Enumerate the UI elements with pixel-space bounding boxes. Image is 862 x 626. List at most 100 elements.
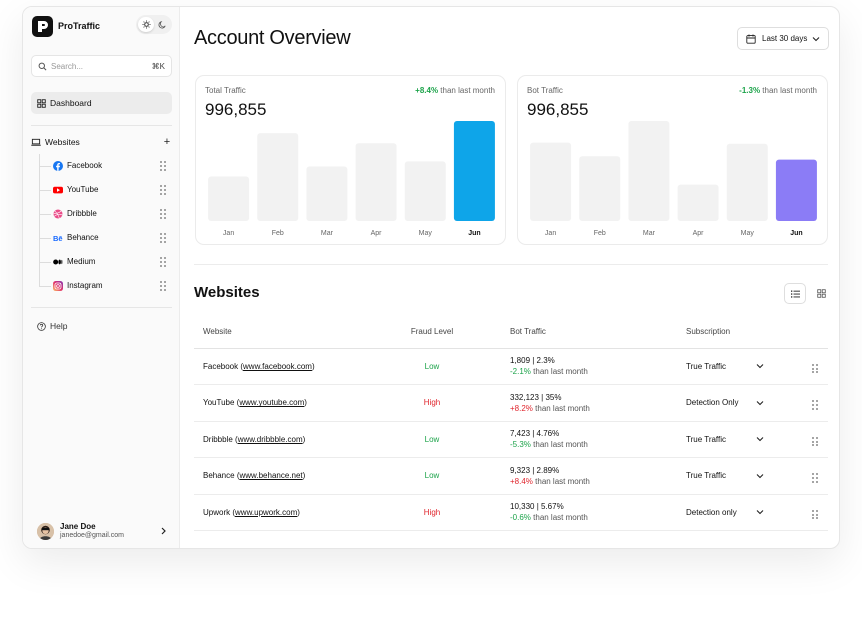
help-label: Help (50, 321, 68, 331)
sidebar-item-behance[interactable]: Bē Behance (31, 226, 172, 250)
user-profile[interactable]: Jane Doe janedoe@gmail.com (37, 520, 167, 542)
subscription-cell[interactable]: True Traffic (686, 348, 796, 385)
search-input[interactable] (51, 61, 141, 71)
drag-handle-icon[interactable] (160, 233, 168, 243)
bot-delta-text: than last month (533, 440, 588, 450)
sidebar-section-websites[interactable]: Websites + (31, 135, 172, 149)
sidebar-item-instagram[interactable]: Instagram (31, 274, 172, 298)
row-actions[interactable] (796, 421, 828, 458)
website-url-link[interactable]: www.dribbble.com (237, 434, 303, 444)
chart-tick-label: Jan (545, 230, 556, 237)
table-row[interactable]: Dribbble (www.dribbble.com) Low 7,423 | … (194, 421, 828, 458)
light-mode-button[interactable] (138, 17, 154, 32)
more-vertical-icon[interactable] (812, 400, 820, 410)
add-website-button[interactable]: + (163, 136, 171, 148)
more-vertical-icon[interactable] (812, 363, 820, 374)
dark-mode-button[interactable] (154, 17, 170, 32)
date-range-dropdown[interactable]: Last 30 days (737, 27, 829, 50)
website-url-link[interactable]: www.upwork.com (235, 507, 298, 517)
column-header-subscription[interactable]: Subscription (686, 316, 796, 349)
protraffic-logo-icon (32, 15, 53, 37)
sidebar-item-youtube[interactable]: YouTube (31, 178, 172, 202)
bot-delta-text: than last month (533, 367, 588, 377)
sidebar-item-medium[interactable]: Medium (31, 250, 172, 274)
bot-traffic-cell: 332,123 | 35% +8.2% than last month (480, 384, 686, 422)
card-delta: -1.3% than last month (739, 86, 817, 95)
chart-tick-label: Feb (594, 230, 606, 237)
chevron-down-icon (756, 473, 764, 479)
facebook-icon (53, 161, 63, 171)
chart-tick-label: Mar (321, 230, 334, 237)
card-delta-value: -1.3% (739, 86, 761, 95)
laptop-icon (31, 138, 41, 146)
subscription-dropdown[interactable]: True Traffic (686, 362, 764, 371)
subscription-dropdown[interactable]: Detection Only (686, 398, 764, 407)
website-url-link[interactable]: www.youtube.com (239, 398, 305, 408)
chart-bar (530, 142, 572, 221)
chevron-down-icon (756, 364, 764, 369)
row-actions[interactable] (796, 457, 828, 495)
theme-toggle[interactable] (136, 15, 172, 34)
subscription-value: Detection only (686, 507, 737, 517)
chevron-down-icon (756, 437, 764, 442)
websites-table: Website Fraud Level Bot Traffic Subscrip… (194, 316, 828, 531)
sun-icon (141, 20, 151, 29)
subscription-cell[interactable]: Detection Only (686, 384, 796, 422)
subscription-dropdown[interactable]: True Traffic (686, 471, 764, 480)
main-content: Account Overview Last 30 days Total Traf… (180, 7, 839, 548)
sidebar-item-help[interactable]: Help (37, 321, 67, 331)
youtube-icon (53, 186, 63, 194)
subscription-dropdown[interactable]: True Traffic (686, 435, 764, 444)
chart-tick-label: Apr (693, 230, 705, 237)
grid-view-button[interactable] (810, 283, 832, 304)
chart-bar (355, 143, 397, 221)
sidebar-item-dashboard[interactable]: Dashboard (31, 92, 172, 114)
behance-icon: Bē (53, 234, 63, 243)
chart-bar (775, 159, 817, 221)
tree-branch (39, 166, 51, 167)
more-vertical-icon[interactable] (812, 473, 820, 483)
website-url-link[interactable]: www.facebook.com (243, 361, 312, 371)
drag-handle-icon[interactable] (160, 161, 168, 171)
drag-handle-icon[interactable] (160, 257, 168, 267)
sidebar-item-label: Facebook (67, 161, 103, 170)
fraud-level-badge: Low (384, 421, 480, 458)
chart-tick-label: May (419, 230, 433, 237)
table-row[interactable]: Behance (www.behance.net) Low 9,323 | 2.… (194, 457, 828, 495)
bot-delta-value: -2.1% (510, 367, 531, 377)
subscription-cell[interactable]: True Traffic (686, 421, 796, 458)
search-shortcut: ⌘K (151, 61, 165, 71)
drag-handle-icon[interactable] (160, 185, 168, 195)
table-row[interactable]: YouTube (www.youtube.com) High 332,123 |… (194, 384, 828, 422)
website-cell: Facebook (www.facebook.com) (194, 348, 384, 385)
list-view-button[interactable] (784, 283, 806, 304)
view-toggle[interactable] (780, 283, 832, 304)
bot-traffic-delta: -5.3% than last month (510, 440, 686, 449)
column-header-fraud-level[interactable]: Fraud Level (384, 316, 480, 349)
row-actions[interactable] (796, 348, 828, 385)
sidebar-item-dribbble[interactable]: Dribbble (31, 202, 172, 226)
drag-handle-icon[interactable] (160, 209, 168, 219)
sidebar-item-facebook[interactable]: Facebook (31, 154, 172, 178)
subscription-cell[interactable]: Detection only (686, 494, 796, 531)
row-actions[interactable] (796, 494, 828, 531)
subscription-dropdown[interactable]: Detection only (686, 508, 764, 517)
column-header-website[interactable]: Website (194, 316, 384, 349)
more-vertical-icon[interactable] (812, 509, 820, 520)
column-header-bot-traffic[interactable]: Bot Traffic (480, 316, 686, 349)
row-actions[interactable] (796, 384, 828, 422)
chart-bar (726, 143, 768, 221)
subscription-cell[interactable]: True Traffic (686, 457, 796, 495)
table-row[interactable]: Facebook (www.facebook.com) Low 1,809 | … (194, 348, 828, 385)
chart-bar (306, 166, 348, 221)
table-row[interactable]: Upwork (www.upwork.com) High 10,330 | 5.… (194, 494, 828, 531)
grid-icon (816, 289, 826, 298)
list-icon (790, 290, 800, 298)
brand[interactable]: ProTraffic (32, 15, 100, 37)
search-box[interactable]: ⌘K (31, 55, 172, 77)
bot-delta-text: than last month (533, 513, 588, 523)
websites-nav-label: Websites (45, 137, 80, 147)
website-url-link[interactable]: www.behance.net (239, 471, 303, 481)
drag-handle-icon[interactable] (160, 281, 168, 291)
more-vertical-icon[interactable] (812, 436, 820, 447)
